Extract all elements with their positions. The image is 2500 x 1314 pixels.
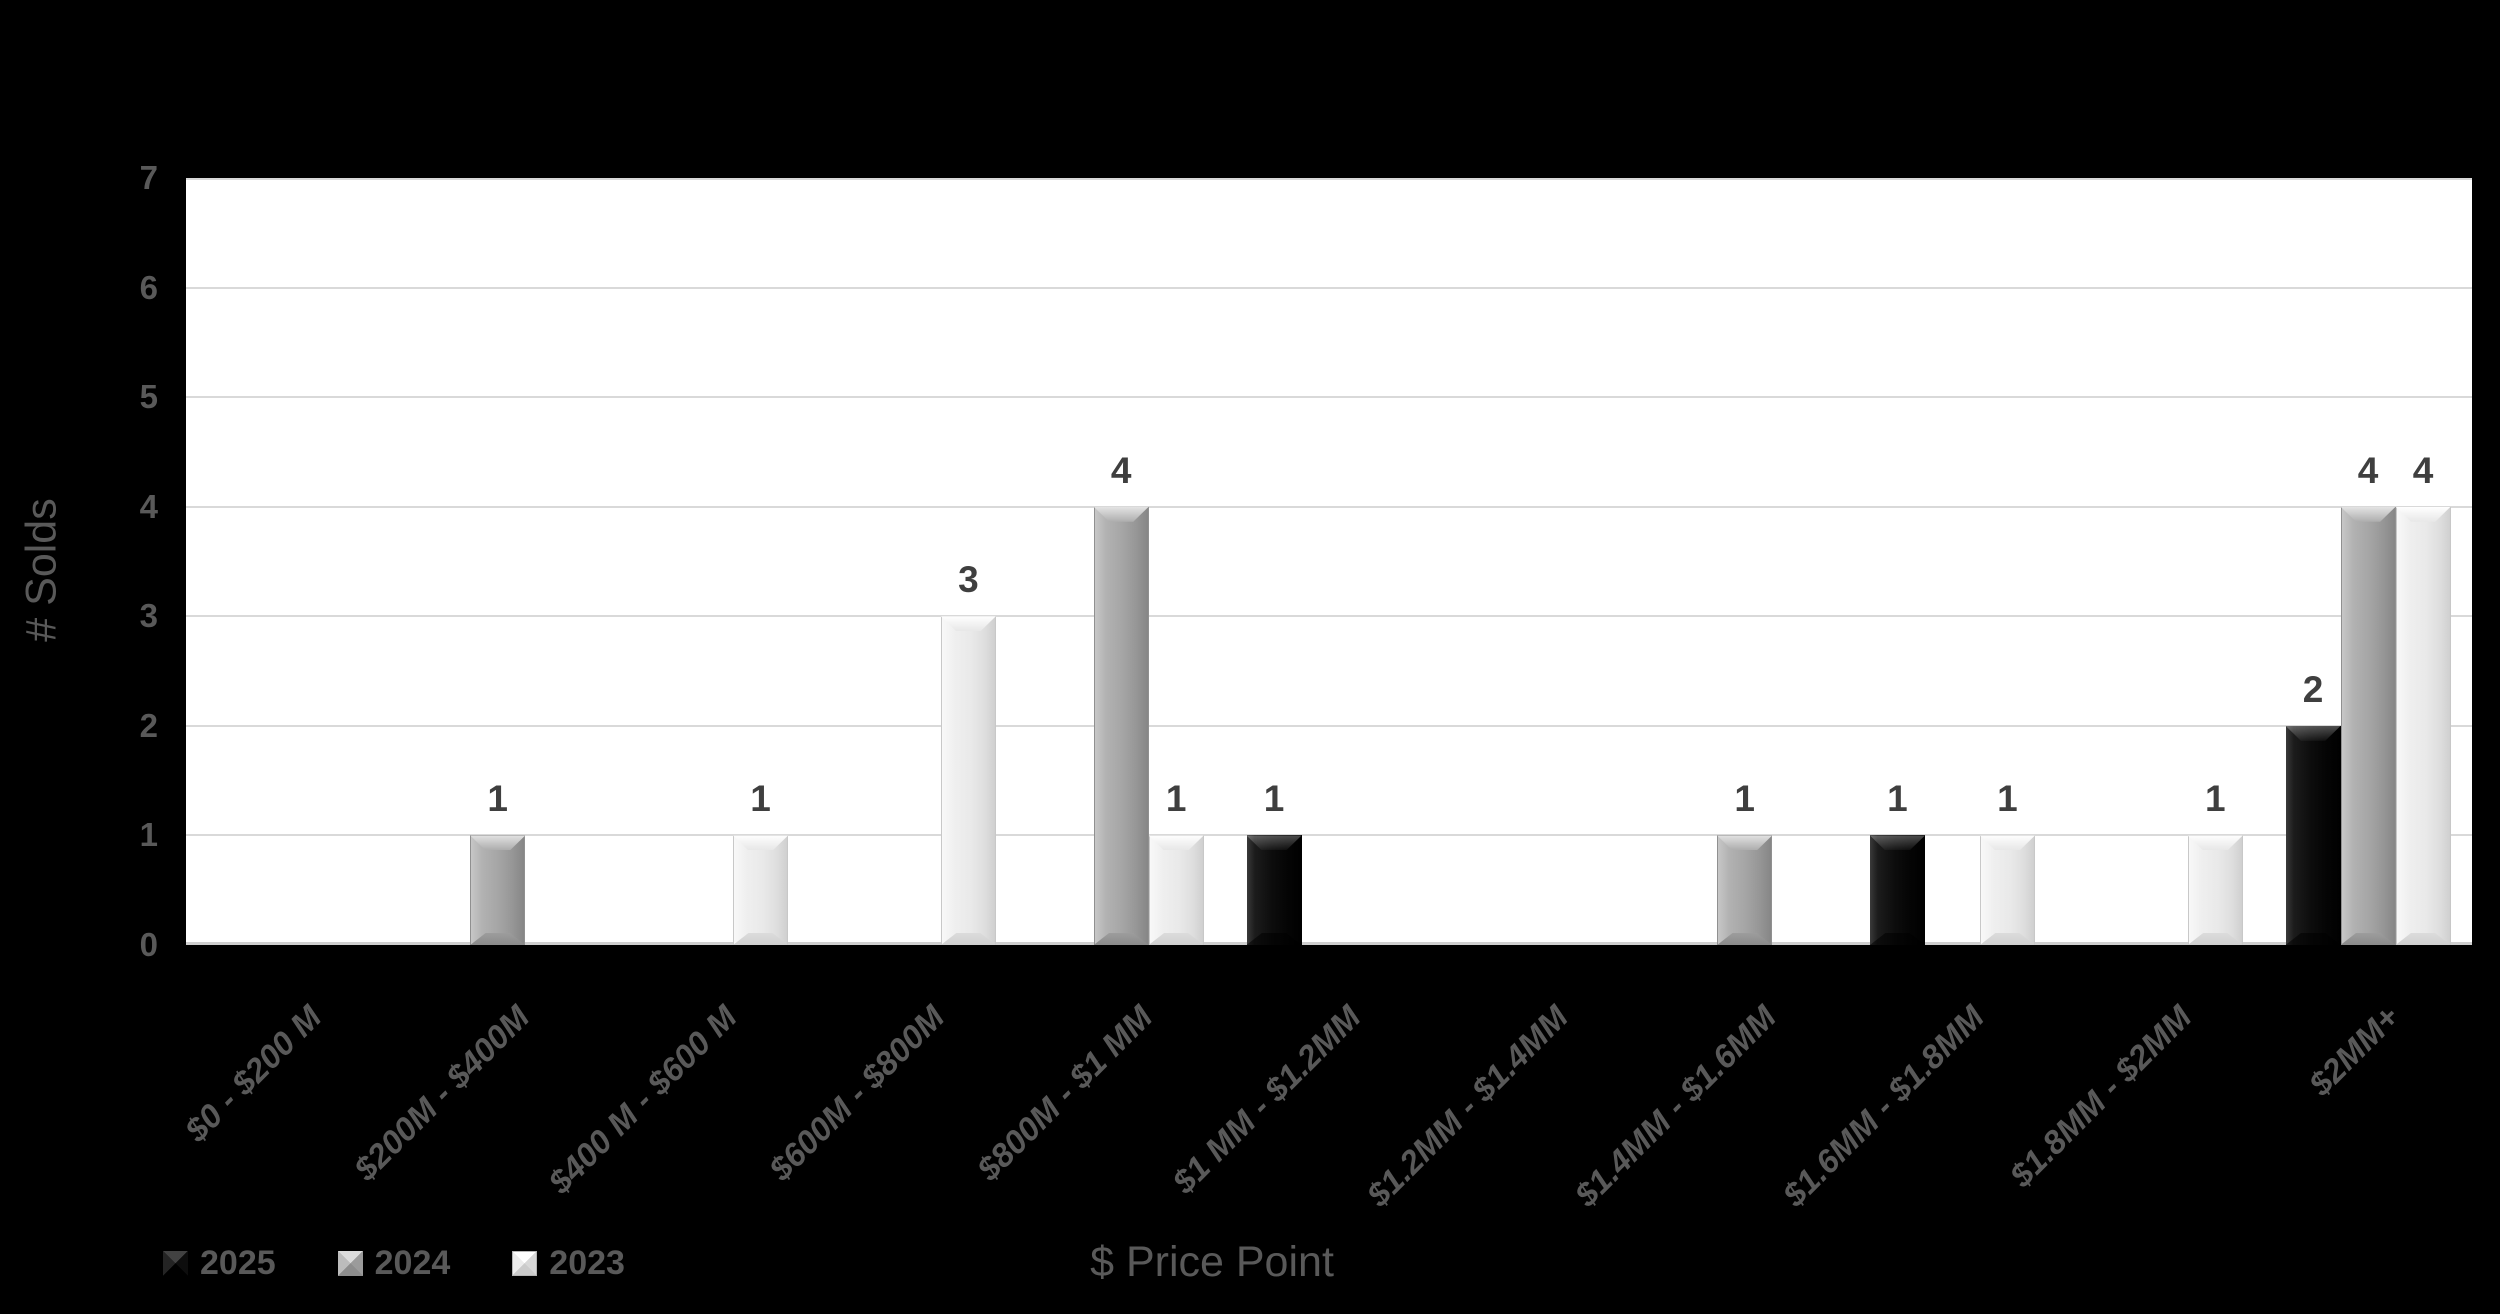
bar-2025-cat10 <box>2285 725 2341 945</box>
y-tick-label-0: 0 <box>139 926 158 963</box>
gridline-y4 <box>186 505 2472 508</box>
legend-swatch-icon-2025 <box>163 1250 188 1276</box>
x-tick-label-0: $0 - $200 M <box>177 998 329 1149</box>
y-tick-label-3: 3 <box>139 597 158 635</box>
x-tick-label-4: $800M - $1 MM <box>969 998 1160 1188</box>
legend-swatch-icon-2023 <box>512 1250 538 1276</box>
y-tick-label-5: 5 <box>139 378 158 416</box>
data-label-2023-cat4: 1 <box>1165 778 1187 820</box>
y-tick-label-4: 4 <box>139 487 158 525</box>
x-tick-label-3: $600M - $800M <box>761 998 952 1188</box>
x-tick-label-2: $400 M - $600 M <box>541 998 744 1201</box>
bar-2024-cat7 <box>1717 835 1773 945</box>
x-tick-label-9: $1.8MM - $2MM <box>2002 998 2199 1195</box>
x-tick-label-1: $200M - $400M <box>346 998 536 1188</box>
gridline-y3 <box>186 615 2472 618</box>
data-label-2024-cat4: 4 <box>1110 449 1132 491</box>
y-tick-label-1: 1 <box>139 816 158 854</box>
x-tick-label-10: $2MM+ <box>2301 998 2407 1103</box>
bar-2025-cat8 <box>1869 835 1925 945</box>
bar-2024-cat1 <box>470 835 526 945</box>
bar-2023-cat10 <box>2395 506 2451 945</box>
legend-item-2023: 2023 <box>512 1246 625 1280</box>
y-tick-label-6: 6 <box>139 268 158 306</box>
legend-swatch-icon-2024 <box>337 1250 363 1276</box>
y-axis-title: # Solds <box>17 498 66 642</box>
data-label-2024-cat7: 1 <box>1734 778 1755 820</box>
x-tick-label-5: $1 MM - $1.2MM <box>1164 998 1368 1201</box>
data-label-2023-cat3: 3 <box>958 559 979 601</box>
data-label-2024-cat1: 1 <box>487 778 509 820</box>
gridline-y2 <box>186 724 2472 727</box>
x-tick-label-8: $1.6MM - $1.8MM <box>1775 998 1991 1214</box>
legend-item-2024: 2024 <box>337 1244 451 1282</box>
y-tick-label-7: 7 <box>139 159 158 196</box>
legend-item-2025: 2025 <box>163 1246 276 1280</box>
plot-area <box>186 178 2472 945</box>
data-label-2025-cat10: 2 <box>2302 668 2324 710</box>
data-label-2025-cat8: 1 <box>1887 778 1908 820</box>
bar-2024-cat4 <box>1093 506 1149 945</box>
x-tick-label-6: $1.2MM - $1.4MM <box>1359 998 1575 1214</box>
bar-2025-cat5 <box>1246 835 1302 945</box>
x-axis-title: $ Price Point <box>1090 1238 1334 1286</box>
bar-2023-cat2 <box>733 835 789 945</box>
legend-label-2024: 2024 <box>374 1244 451 1282</box>
data-label-2023-cat2: 1 <box>750 778 771 820</box>
data-label-2023-cat8: 1 <box>1997 778 2018 820</box>
legend-label-2025: 2025 <box>200 1244 276 1282</box>
bar-2023-cat3 <box>940 616 996 945</box>
bar-2024-cat10 <box>2340 506 2396 945</box>
bar-2023-cat8 <box>1979 835 2035 945</box>
legend-label-2023: 2023 <box>549 1244 625 1282</box>
x-tick-label-7: $1.4MM - $1.6MM <box>1567 998 1783 1214</box>
gridline-y5 <box>186 396 2472 399</box>
data-label-2025-cat5: 1 <box>1263 778 1285 820</box>
y-tick-label-2: 2 <box>139 706 158 744</box>
legend: 2025 2024 2023 <box>163 1246 625 1280</box>
data-label-2023-cat10: 4 <box>2412 449 2434 491</box>
bar-2023-cat4 <box>1148 835 1204 945</box>
bar-2023-cat9 <box>2187 835 2243 945</box>
gridline-y6 <box>186 286 2472 289</box>
x-axis-line <box>186 942 2472 945</box>
gridline-y7 <box>186 178 2472 180</box>
gridline-y1 <box>186 834 2472 837</box>
data-label-2024-cat10: 4 <box>2357 449 2379 491</box>
data-label-2023-cat9: 1 <box>2204 778 2226 820</box>
